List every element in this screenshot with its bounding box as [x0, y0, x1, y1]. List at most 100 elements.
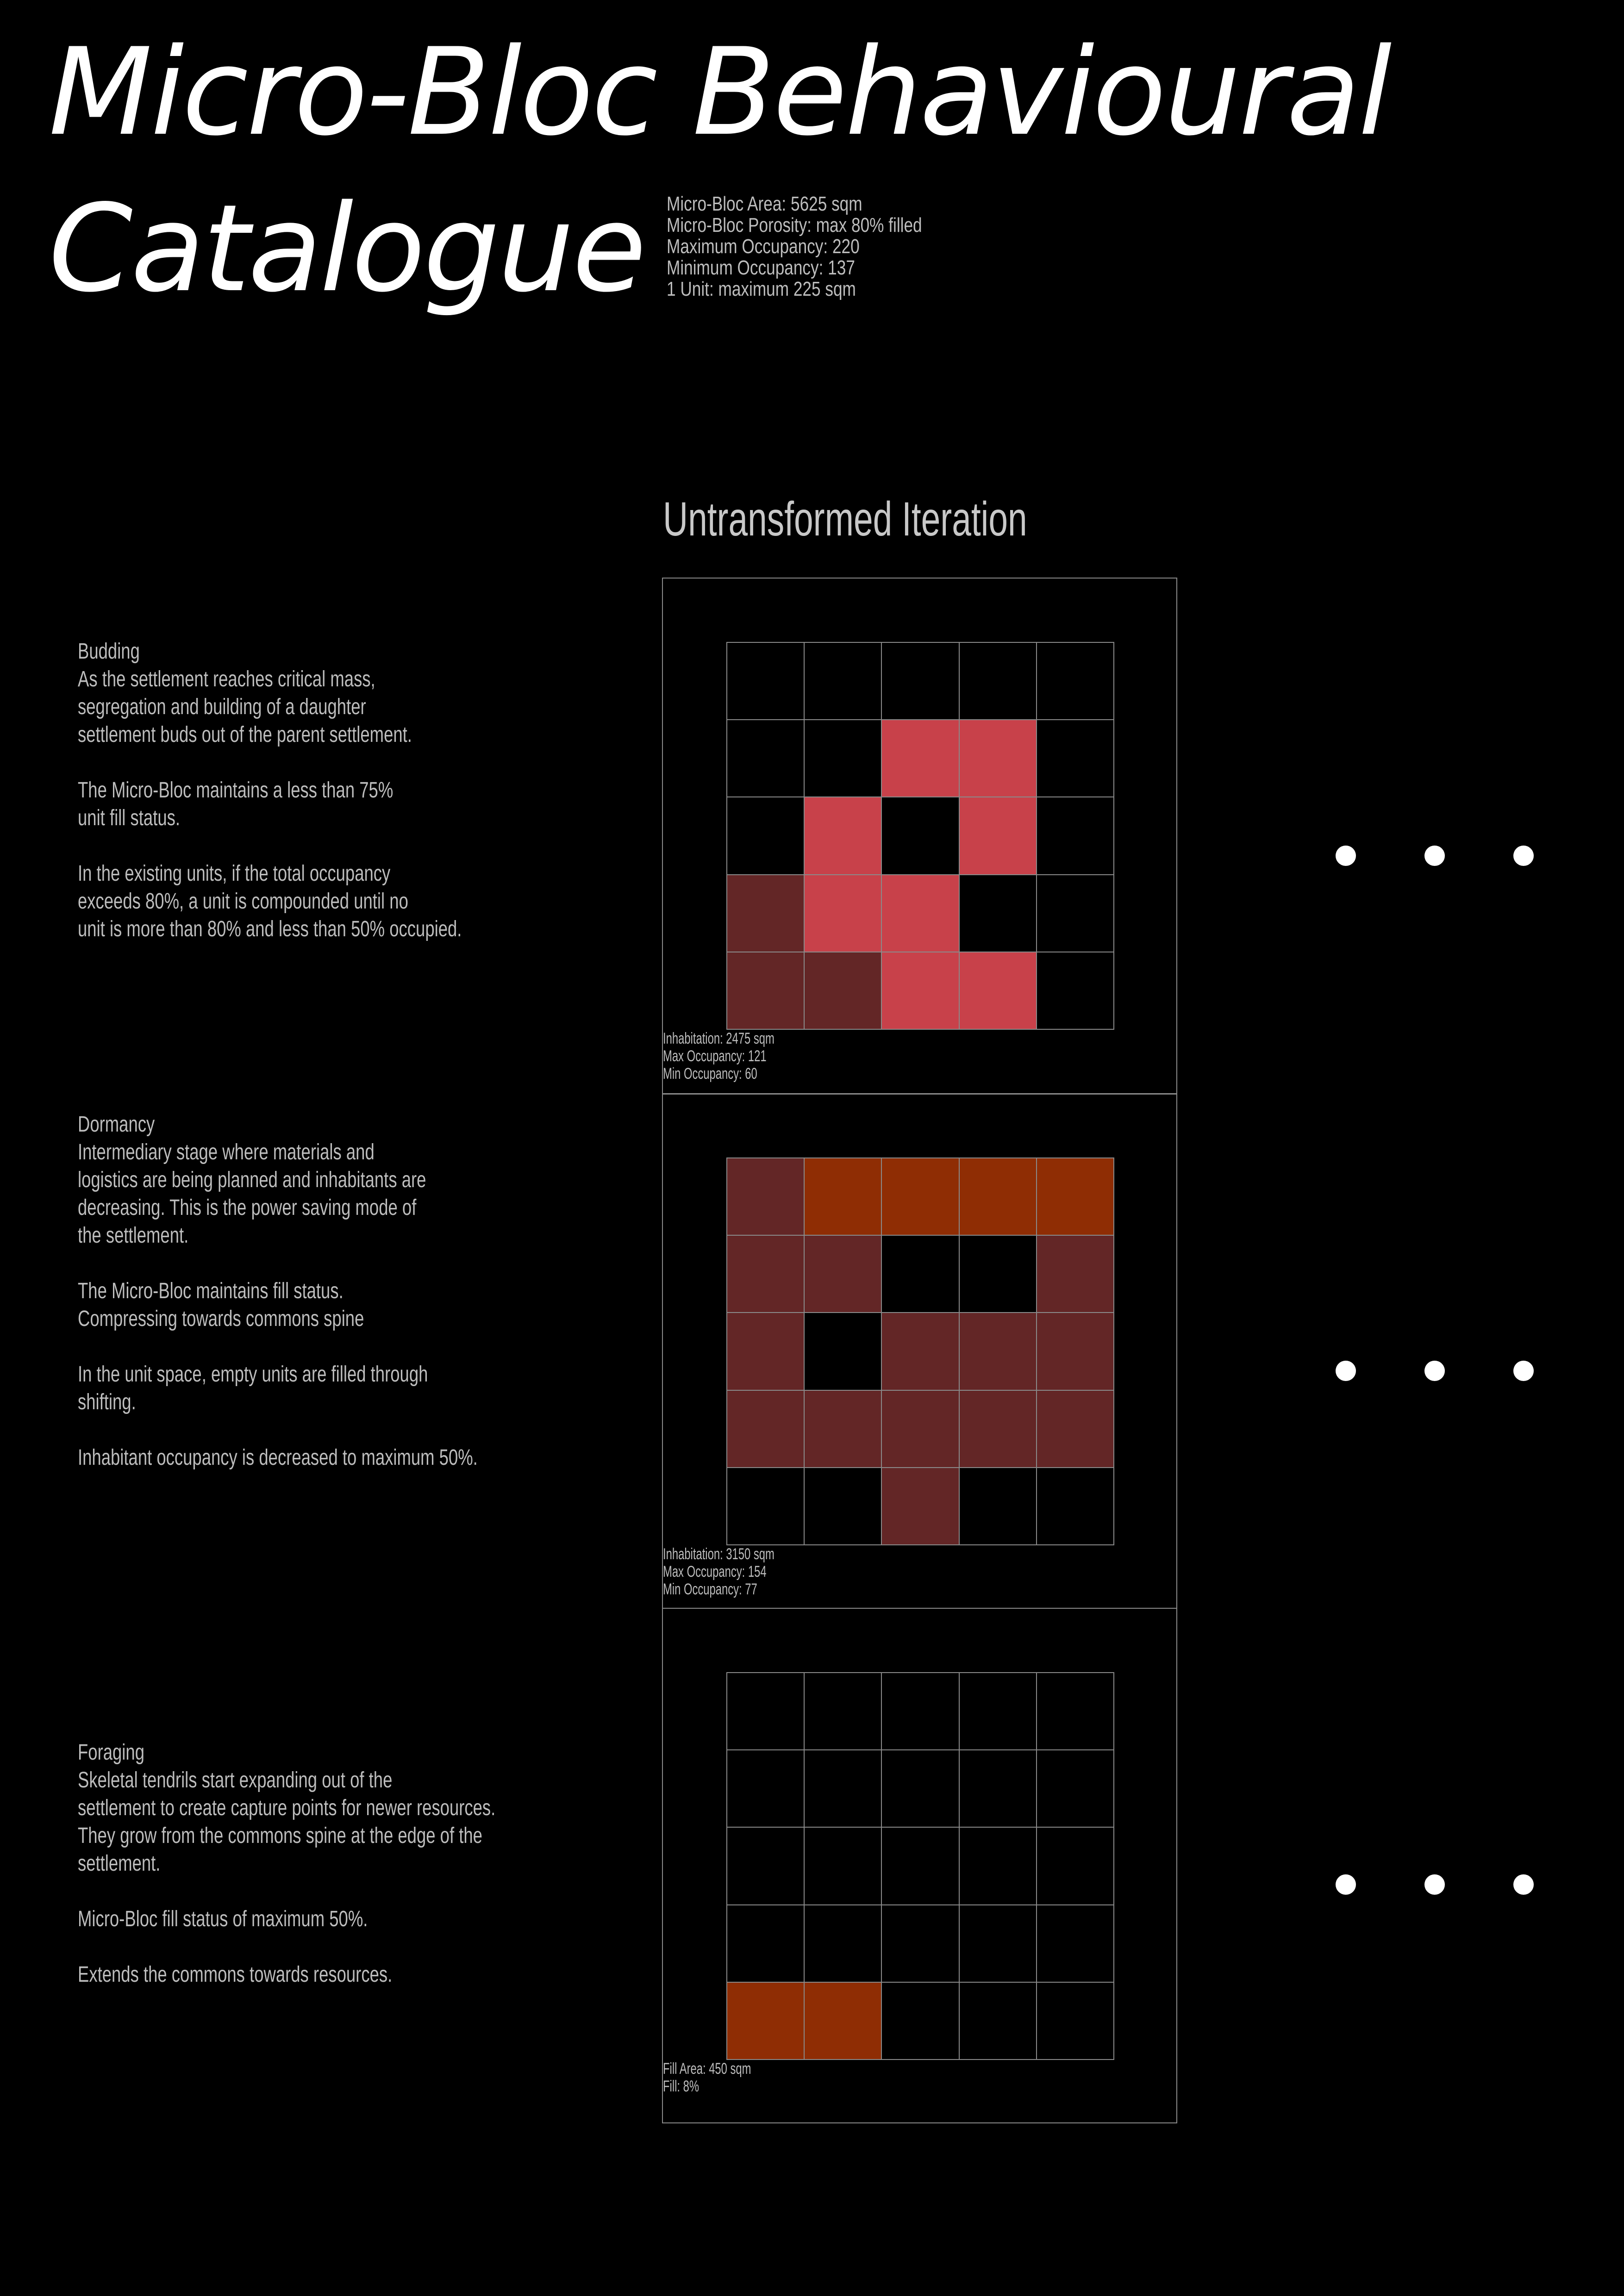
grid-cell-orange	[727, 1982, 805, 2060]
grid-cell-maroon	[881, 1313, 959, 1390]
grid-cell-empty	[959, 1673, 1037, 1750]
grid-cell-maroon	[727, 1158, 805, 1236]
stage-paragraph: Micro-Bloc fill status of maximum 50%.	[78, 1907, 368, 1931]
grid-cell-orange	[804, 1158, 882, 1236]
grid-cell-orange	[881, 1158, 959, 1236]
grid-cell-empty	[959, 1827, 1037, 1905]
stat-inhabitation: Inhabitation: 3150 sqm	[663, 1545, 775, 1563]
more-options-icon[interactable]	[1336, 846, 1535, 869]
grid-cell-empty	[1036, 1673, 1114, 1750]
grid-cell-red	[881, 874, 959, 952]
grid-cell-red	[959, 720, 1037, 797]
spec-unit-area: 1 Unit: maximum 225 sqm	[667, 278, 856, 300]
grid-cell-maroon	[727, 1235, 805, 1313]
grid-cell-red	[959, 797, 1037, 875]
stage-paragraph: In the unit space, empty units are fille…	[78, 1362, 428, 1414]
unit-grid	[726, 1672, 1114, 2060]
grid-cell-empty	[1036, 642, 1114, 720]
unit-grid	[726, 642, 1114, 1030]
grid-cell-empty	[881, 642, 959, 720]
grid-cell-maroon	[804, 1235, 882, 1313]
page-title-line-2: Catalogue	[49, 179, 646, 319]
grid-cell-empty	[959, 1982, 1037, 2060]
stat-max-occupancy: Max Occupancy: 154	[663, 1563, 767, 1580]
dot-icon	[1513, 846, 1534, 866]
stage-description-budding: Budding As the settlement reaches critic…	[78, 638, 462, 943]
grid-cell-empty	[881, 1750, 959, 1828]
grid-cell-empty	[881, 1827, 959, 1905]
dot-icon	[1513, 1874, 1534, 1895]
grid-cell-maroon	[959, 1390, 1037, 1468]
dot-icon	[1424, 846, 1445, 866]
stage-name: Dormancy	[78, 1112, 155, 1137]
stat-fill-percent: Fill: 8%	[663, 2078, 700, 2095]
more-options-icon[interactable]	[1336, 1361, 1535, 1384]
grid-cell-empty	[727, 642, 805, 720]
grid-cell-maroon	[881, 1467, 959, 1545]
grid-cell-empty	[959, 1750, 1037, 1828]
spec-min-occupancy: Minimum Occupancy: 137	[667, 256, 855, 279]
dot-icon	[1336, 1361, 1356, 1381]
unit-grid	[726, 1157, 1114, 1545]
micro-bloc-specs: Micro-Bloc Area: 5625 sqm Micro-Bloc Por…	[667, 193, 922, 300]
grid-cell-red	[881, 720, 959, 797]
grid-cell-empty	[881, 1982, 959, 2060]
stat-max-occupancy: Max Occupancy: 121	[663, 1047, 767, 1065]
grid-cell-empty	[881, 1904, 959, 1982]
grid-cell-maroon	[1036, 1390, 1114, 1468]
more-options-icon[interactable]	[1336, 1874, 1535, 1898]
grid-cell-empty	[727, 1673, 805, 1750]
grid-cell-maroon	[1036, 1313, 1114, 1390]
grid-cell-red	[804, 797, 882, 875]
grid-cell-empty	[881, 1235, 959, 1313]
spec-porosity: Micro-Bloc Porosity: max 80% filled	[667, 214, 922, 236]
grid-cell-empty	[727, 1750, 805, 1828]
dot-icon	[1424, 1361, 1445, 1381]
stat-fill-area: Fill Area: 450 sqm	[663, 2060, 751, 2078]
stage-paragraph: As the settlement reaches critical mass,…	[78, 667, 412, 747]
stage-name: Foraging	[78, 1740, 144, 1765]
stage-paragraph: Inhabitant occupancy is decreased to max…	[78, 1445, 478, 1470]
stat-min-occupancy: Min Occupancy: 77	[663, 1580, 757, 1598]
grid-cell-empty	[804, 1904, 882, 1982]
grid-cell-orange	[804, 1982, 882, 2060]
stage-paragraph: Extends the commons towards resources.	[78, 1962, 393, 1987]
stage-panel-dormancy: Inhabitation: 3150 sqm Max Occupancy: 15…	[662, 1093, 1177, 1609]
stage-description-dormancy: Dormancy Intermediary stage where materi…	[78, 1111, 478, 1472]
grid-cell-empty	[1036, 797, 1114, 875]
grid-cell-empty	[727, 1904, 805, 1982]
grid-cell-empty	[1036, 1750, 1114, 1828]
stage-panel-budding: Inhabitation: 2475 sqm Max Occupancy: 12…	[662, 578, 1177, 1095]
grid-cell-empty	[727, 1467, 805, 1545]
iteration-heading: Untransformed Iteration	[663, 492, 1027, 546]
grid-cell-empty	[804, 720, 882, 797]
grid-cell-empty	[959, 1904, 1037, 1982]
spec-area: Micro-Bloc Area: 5625 sqm	[667, 193, 862, 215]
grid-cell-empty	[959, 874, 1037, 952]
grid-cell-empty	[1036, 1982, 1114, 2060]
stage-stats: Inhabitation: 3150 sqm Max Occupancy: 15…	[663, 1545, 775, 1598]
grid-cell-orange	[959, 1158, 1037, 1236]
grid-cell-empty	[727, 720, 805, 797]
grid-cell-empty	[804, 1750, 882, 1828]
stage-paragraph: In the existing units, if the total occu…	[78, 861, 462, 941]
stage-description-foraging: Foraging Skeletal tendrils start expandi…	[78, 1739, 495, 1989]
grid-cell-empty	[804, 1673, 882, 1750]
grid-cell-orange	[1036, 1158, 1114, 1236]
grid-cell-maroon	[727, 952, 805, 1029]
grid-cell-empty	[1036, 874, 1114, 952]
dot-icon	[1336, 1874, 1356, 1895]
stage-panel-foraging: Fill Area: 450 sqm Fill: 8%	[662, 1608, 1177, 2123]
stage-name: Budding	[78, 639, 140, 664]
grid-cell-red	[959, 952, 1037, 1029]
dot-icon	[1336, 846, 1356, 866]
stage-stats: Fill Area: 450 sqm Fill: 8%	[663, 2060, 751, 2095]
dot-icon	[1424, 1874, 1445, 1895]
stat-inhabitation: Inhabitation: 2475 sqm	[663, 1030, 775, 1047]
grid-cell-empty	[881, 797, 959, 875]
grid-cell-maroon	[727, 1313, 805, 1390]
dot-icon	[1513, 1361, 1534, 1381]
grid-cell-maroon	[727, 874, 805, 952]
grid-cell-empty	[959, 1467, 1037, 1545]
stage-paragraph: Intermediary stage where materials and lo…	[78, 1140, 426, 1248]
